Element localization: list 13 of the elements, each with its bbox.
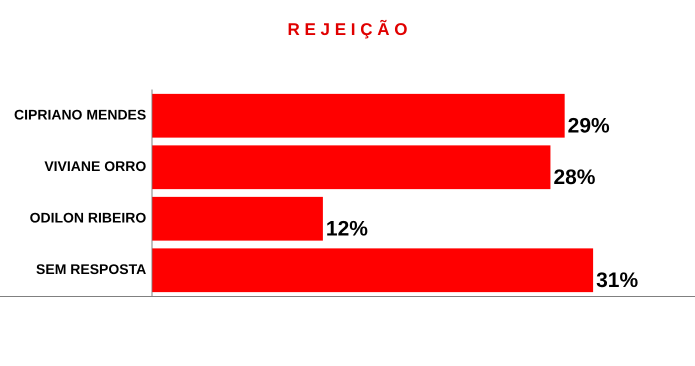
y-tick-label: ODILON RIBEIRO [30,210,146,226]
data-label: 12% [326,218,368,241]
y-tick-label: CIPRIANO MENDES [14,106,146,123]
data-label: 29% [568,114,610,138]
bar [152,94,565,138]
bar [152,196,323,241]
data-label: 28% [553,166,596,190]
bar [152,145,550,190]
chart-title: R E J E I Ç Ã O [286,20,408,40]
y-tick-label: VIVIANE ORRO [44,158,146,174]
y-tick-label: SEM RESPOSTA [36,261,146,278]
data-label: 31% [596,269,638,292]
bar [152,248,594,292]
